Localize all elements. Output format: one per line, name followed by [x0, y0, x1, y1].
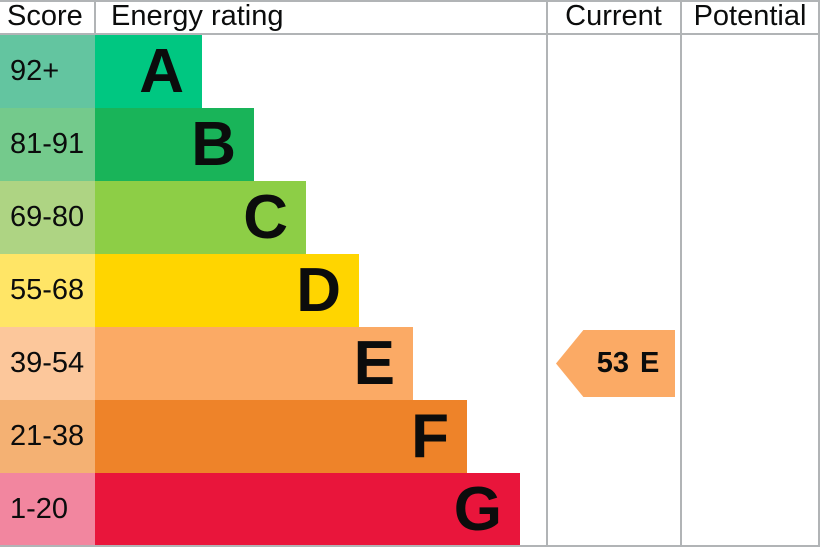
band-letter: F: [411, 402, 449, 471]
band-bar: G: [95, 473, 520, 546]
band-row-c: 69-80 C: [0, 181, 306, 254]
band-letter: B: [191, 110, 236, 179]
current-column-header: Current: [565, 0, 662, 32]
band-row-d: 55-68 D: [0, 254, 359, 327]
current-score-value: 53: [596, 347, 629, 379]
band-bar: C: [95, 181, 306, 254]
band-letter: G: [453, 475, 502, 544]
band-letter: D: [296, 256, 341, 325]
band-row-b: 81-91 B: [0, 108, 254, 181]
potential-column-header: Potential: [693, 0, 807, 32]
score-rating-divider: [94, 0, 96, 35]
current-column-divider: [546, 0, 548, 547]
header-bottom-border: [0, 33, 820, 35]
table-right-border: [818, 0, 820, 547]
table-top-border: [0, 0, 820, 2]
band-letter: A: [139, 37, 184, 106]
band-row-a: 92+ A: [0, 35, 202, 108]
band-row-f: 21-38 F: [0, 400, 467, 473]
energy-rating-column-header: Energy rating: [111, 0, 284, 32]
current-rating-arrow: 53 E: [556, 330, 675, 397]
band-letter: C: [243, 183, 288, 252]
score-range: 39-54: [0, 327, 95, 400]
band-bar: B: [95, 108, 254, 181]
band-bar: E: [95, 327, 413, 400]
band-letter: E: [353, 329, 395, 398]
score-range: 21-38: [0, 400, 95, 473]
band-bar: A: [95, 35, 202, 108]
band-bar: F: [95, 400, 467, 473]
table-bottom-border: [0, 545, 820, 547]
band-row-g: 1-20 G: [0, 473, 520, 546]
score-range: 1-20: [0, 473, 95, 546]
potential-column-divider: [680, 0, 682, 547]
current-grade-letter: E: [639, 347, 660, 379]
band-bar: D: [95, 254, 359, 327]
score-range: 92+: [0, 35, 95, 108]
band-row-e: 39-54 E: [0, 327, 413, 400]
score-range: 55-68: [0, 254, 95, 327]
score-range: 81-91: [0, 108, 95, 181]
score-range: 69-80: [0, 181, 95, 254]
score-column-header: Score: [7, 0, 83, 32]
